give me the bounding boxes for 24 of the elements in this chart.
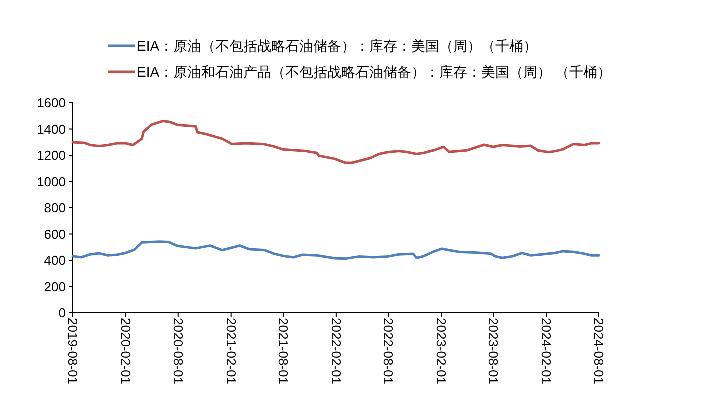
x-tick-label: 2021-02-01: [224, 318, 239, 384]
x-tick-label: 2019-08-01: [66, 318, 80, 384]
line-series: [72, 240, 600, 260]
x-tick-label: 2022-02-01: [328, 318, 344, 384]
y-tick-label: 600: [44, 226, 66, 242]
x-tick-label: 2023-02-01: [434, 318, 450, 384]
line-series: [72, 120, 600, 164]
y-tick-label: 800: [44, 200, 66, 216]
legend-label: EIA：原油（不包括战略石油储备）：库存：美国（周）（千桶）: [137, 38, 538, 54]
legend-label: EIA：原油和石油产品（不包括战略石油储备）：库存：美国（周） （千桶）: [137, 64, 612, 80]
x-tick-label: 2024-02-01: [539, 318, 554, 384]
y-tick-label: 1000: [37, 174, 66, 190]
x-tick-label: 2020-08-01: [170, 318, 186, 384]
x-tick-label: 2023-08-01: [486, 318, 502, 384]
y-tick-label: 0: [58, 306, 66, 320]
x-tick-label: 2021-08-01: [276, 318, 291, 384]
x-tick-label: 2020-02-01: [118, 318, 134, 384]
y-tick-label: 1600: [37, 96, 66, 110]
y-tick-label: 200: [44, 279, 66, 294]
y-tick-label: 1400: [37, 122, 66, 137]
y-tick-label: 1200: [37, 148, 66, 163]
x-tick-label: 2022-08-01: [381, 318, 396, 384]
y-tick-label: 400: [44, 253, 66, 268]
x-tick-label: 2024-08-01: [592, 318, 606, 384]
